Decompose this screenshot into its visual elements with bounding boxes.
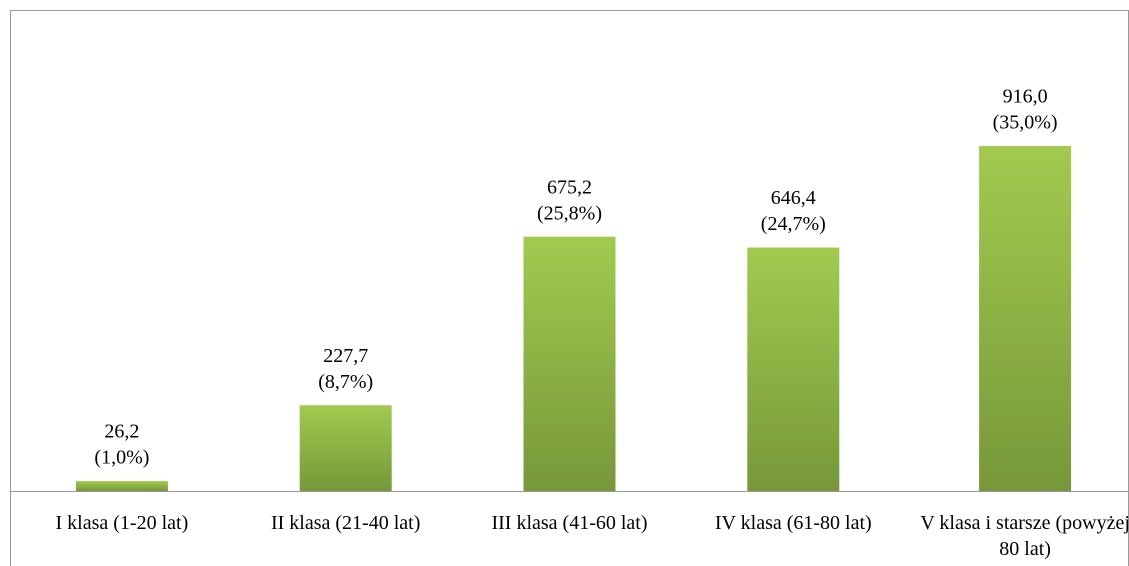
percent-label: (24,7%) <box>761 213 826 235</box>
bar <box>747 247 840 491</box>
x-tick-label: IV klasa (61-80 lat) <box>714 512 872 534</box>
bar <box>523 236 616 491</box>
x-tick-label: V klasa i starsze (powyżej 80 lat) <box>920 512 1129 560</box>
bar <box>979 146 1072 491</box>
x-tick-label: III klasa (41-60 lat) <box>491 512 648 534</box>
value-label: 227,7 <box>323 345 368 367</box>
percent-label: (8,7%) <box>318 371 373 393</box>
bar <box>299 405 392 491</box>
value-label: 646,4 <box>771 187 816 209</box>
x-tick-label: II klasa (21-40 lat) <box>270 512 421 534</box>
x-tick-label: I klasa (1-20 lat) <box>55 512 189 534</box>
value-label: 675,2 <box>547 176 592 198</box>
value-label: 26,2 <box>104 421 139 443</box>
percent-label: (25,8%) <box>537 202 602 224</box>
value-label: 916,0 <box>1003 86 1048 108</box>
bar <box>75 481 168 491</box>
percent-label: (1,0%) <box>94 447 149 469</box>
percent-label: (35,0%) <box>993 112 1058 134</box>
